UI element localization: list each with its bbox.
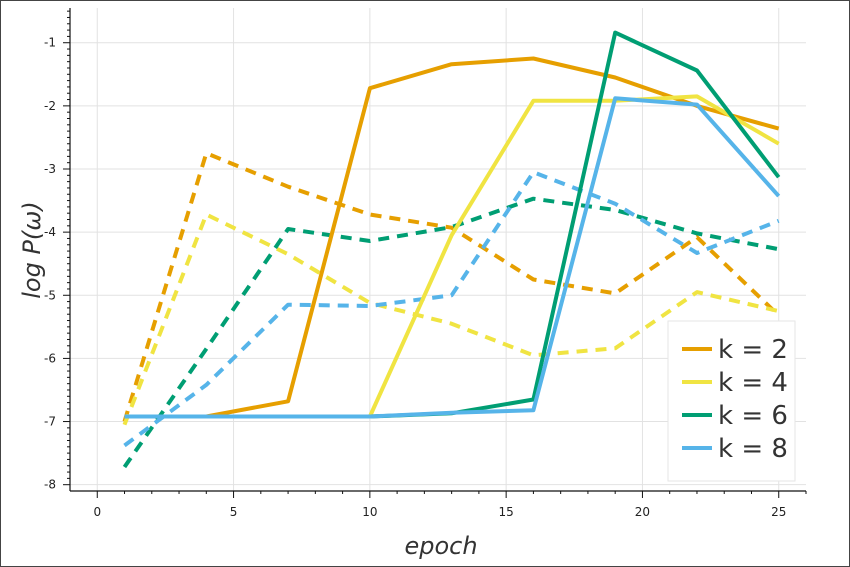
legend-label: k = 4: [718, 368, 788, 398]
y-tick-label: -2: [44, 99, 56, 113]
x-tick-label: 10: [362, 505, 377, 519]
y-tick-label: -7: [44, 415, 56, 429]
x-axis-label: epoch: [404, 532, 477, 560]
x-tick-label: 0: [93, 505, 101, 519]
axes: 0 5 10 15 20 25 -8 -7 -6 -5 -4 -3 -2 -1: [44, 8, 807, 519]
x-tick-label: 15: [499, 505, 514, 519]
legend-label: k = 8: [718, 434, 788, 464]
y-axis-label: log P(ω): [18, 201, 46, 299]
x-tick-label: 5: [230, 505, 238, 519]
legend-label: k = 2: [718, 335, 788, 365]
x-tick-label: 20: [635, 505, 650, 519]
series-line-unlabeled-dashed: [123, 170, 780, 448]
series-line-unlabeled-dashed: [122, 196, 780, 469]
legend-label: k = 6: [718, 401, 788, 431]
y-tick-label: -1: [44, 36, 56, 50]
y-tick-label: -6: [44, 351, 56, 365]
y-tick-label: -8: [44, 478, 56, 492]
series-line-k8-solid: [124, 96, 781, 419]
series-line-unlabeled-dashed: [122, 212, 780, 426]
y-tick-label: -4: [44, 225, 56, 239]
legend: k = 2k = 4k = 6k = 8: [667, 320, 796, 482]
x-tick-label: 25: [771, 505, 786, 519]
series-line-unlabeled-dashed: [122, 151, 781, 423]
y-tick-label: -3: [44, 162, 56, 176]
series-layer: [122, 30, 781, 469]
y-tick-label: -5: [44, 288, 56, 302]
